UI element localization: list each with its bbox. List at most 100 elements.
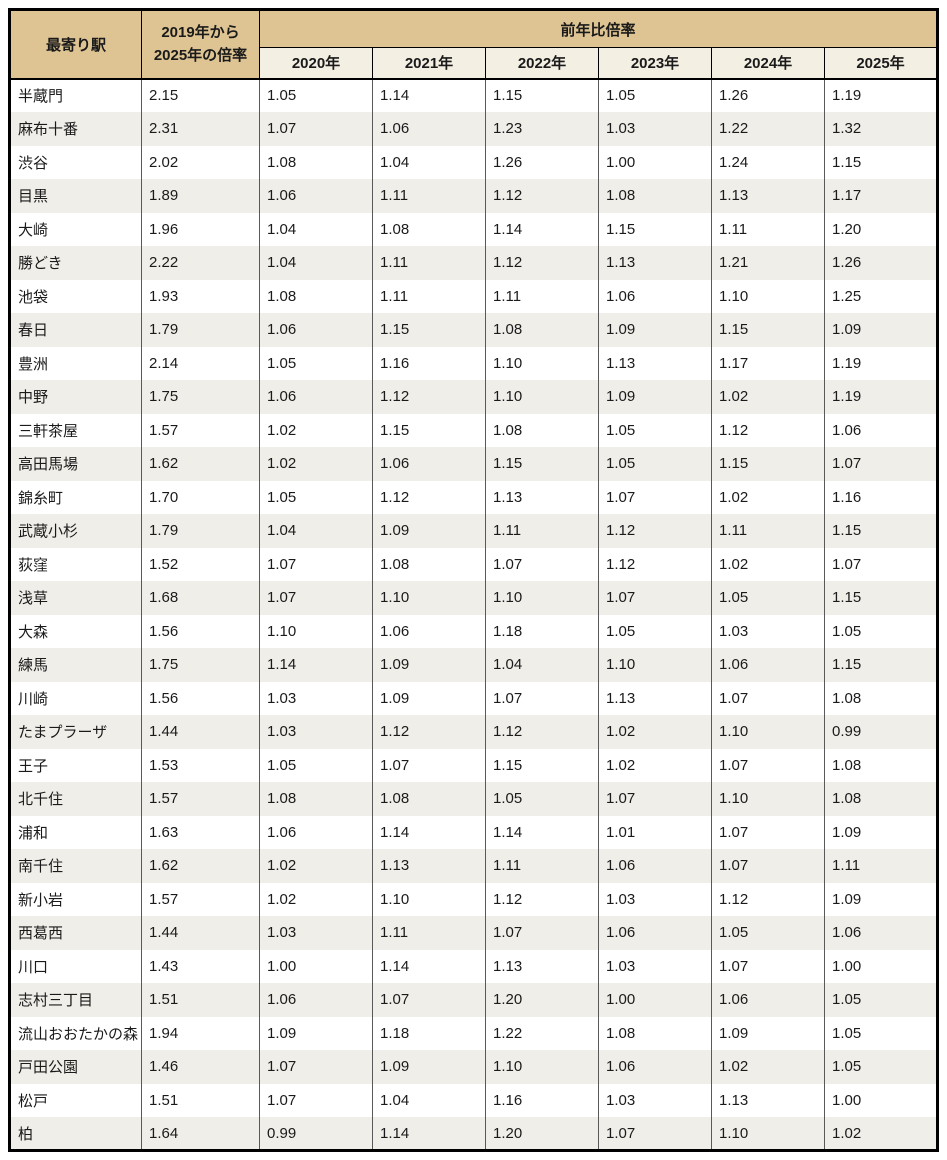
yearly-ratio-cell: 1.05 xyxy=(824,983,938,1017)
yearly-ratio-cell: 1.09 xyxy=(598,313,712,347)
table-row: 武蔵小杉 1.79 1.04 1.09 1.11 1.12 1.11 1.15 xyxy=(9,514,938,548)
header-year-2021: 2021年 xyxy=(372,47,486,80)
yearly-ratio-cell: 1.10 xyxy=(711,715,825,749)
yearly-ratio-cell: 1.06 xyxy=(598,1050,712,1084)
yearly-ratio-cell: 1.15 xyxy=(824,145,938,179)
station-cell: 錦糸町 xyxy=(9,480,142,514)
yearly-ratio-cell: 1.12 xyxy=(372,480,486,514)
yearly-ratio-cell: 1.11 xyxy=(824,849,938,883)
station-cell: 渋谷 xyxy=(9,145,142,179)
overall-ratio-cell: 1.46 xyxy=(141,1050,260,1084)
yearly-ratio-cell: 1.06 xyxy=(372,614,486,648)
overall-ratio-cell: 1.43 xyxy=(141,949,260,983)
yearly-ratio-cell: 1.08 xyxy=(259,145,373,179)
table-row: 北千住 1.57 1.08 1.08 1.05 1.07 1.10 1.08 xyxy=(9,782,938,816)
table-row: 豊洲 2.14 1.05 1.16 1.10 1.13 1.17 1.19 xyxy=(9,346,938,380)
yearly-ratio-cell: 1.16 xyxy=(485,1083,599,1117)
yearly-ratio-cell: 1.04 xyxy=(259,514,373,548)
overall-ratio-cell: 1.57 xyxy=(141,782,260,816)
yearly-ratio-cell: 1.10 xyxy=(485,1050,599,1084)
yearly-ratio-cell: 1.13 xyxy=(598,246,712,280)
yearly-ratio-cell: 1.12 xyxy=(485,715,599,749)
yearly-ratio-cell: 1.14 xyxy=(372,1117,486,1151)
yearly-ratio-cell: 1.07 xyxy=(372,983,486,1017)
overall-ratio-cell: 1.57 xyxy=(141,882,260,916)
overall-ratio-cell: 1.70 xyxy=(141,480,260,514)
overall-ratio-cell: 1.51 xyxy=(141,983,260,1017)
overall-ratio-cell: 2.02 xyxy=(141,145,260,179)
yearly-ratio-cell: 1.03 xyxy=(598,112,712,146)
table-body: 半蔵門 2.15 1.05 1.14 1.15 1.05 1.26 1.19 麻布十番 2.31 1… xyxy=(9,78,938,1151)
yearly-ratio-cell: 1.06 xyxy=(711,648,825,682)
yearly-ratio-cell: 1.02 xyxy=(598,748,712,782)
yearly-ratio-cell: 1.15 xyxy=(824,514,938,548)
yearly-ratio-cell: 1.12 xyxy=(598,514,712,548)
station-cell: 戸田公園 xyxy=(9,1050,142,1084)
yearly-ratio-cell: 1.11 xyxy=(711,212,825,246)
overall-ratio-cell: 1.53 xyxy=(141,748,260,782)
yearly-ratio-cell: 1.18 xyxy=(372,1016,486,1050)
header-year-2025: 2025年 xyxy=(824,47,938,80)
yearly-ratio-cell: 1.22 xyxy=(485,1016,599,1050)
yearly-ratio-cell: 1.03 xyxy=(598,882,712,916)
yearly-ratio-cell: 1.08 xyxy=(824,748,938,782)
yearly-ratio-cell: 1.07 xyxy=(598,480,712,514)
station-cell: 荻窪 xyxy=(9,547,142,581)
yearly-ratio-cell: 1.02 xyxy=(711,547,825,581)
table-row: 戸田公園 1.46 1.07 1.09 1.10 1.06 1.02 1.05 xyxy=(9,1050,938,1084)
station-cell: 柏 xyxy=(9,1117,142,1151)
yearly-ratio-cell: 1.12 xyxy=(485,179,599,213)
yearly-ratio-cell: 1.15 xyxy=(824,581,938,615)
station-cell: 三軒茶屋 xyxy=(9,413,142,447)
yearly-ratio-cell: 1.05 xyxy=(711,581,825,615)
yearly-ratio-cell: 1.26 xyxy=(485,145,599,179)
yearly-ratio-cell: 1.15 xyxy=(485,78,599,112)
yearly-ratio-cell: 1.16 xyxy=(824,480,938,514)
yearly-ratio-cell: 1.03 xyxy=(598,949,712,983)
overall-ratio-cell: 2.14 xyxy=(141,346,260,380)
overall-ratio-cell: 1.56 xyxy=(141,614,260,648)
yearly-ratio-cell: 1.07 xyxy=(259,581,373,615)
table-row: 池袋 1.93 1.08 1.11 1.11 1.06 1.10 1.25 xyxy=(9,279,938,313)
yearly-ratio-cell: 1.10 xyxy=(485,380,599,414)
yearly-ratio-cell: 1.00 xyxy=(598,145,712,179)
station-cell: 半蔵門 xyxy=(9,78,142,112)
overall-ratio-cell: 1.52 xyxy=(141,547,260,581)
yearly-ratio-cell: 1.15 xyxy=(372,413,486,447)
table-row: 三軒茶屋 1.57 1.02 1.15 1.08 1.05 1.12 1.06 xyxy=(9,413,938,447)
yearly-ratio-cell: 1.11 xyxy=(372,179,486,213)
station-cell: 王子 xyxy=(9,748,142,782)
yearly-ratio-cell: 1.13 xyxy=(372,849,486,883)
yearly-ratio-cell: 1.07 xyxy=(259,1050,373,1084)
yearly-ratio-cell: 1.32 xyxy=(824,112,938,146)
yearly-ratio-cell: 1.03 xyxy=(259,681,373,715)
yearly-ratio-cell: 1.14 xyxy=(485,815,599,849)
station-cell: 春日 xyxy=(9,313,142,347)
yearly-ratio-cell: 1.15 xyxy=(485,447,599,481)
table-row: 大森 1.56 1.10 1.06 1.18 1.05 1.03 1.05 xyxy=(9,614,938,648)
yearly-ratio-cell: 0.99 xyxy=(824,715,938,749)
yearly-ratio-cell: 1.02 xyxy=(824,1117,938,1151)
yearly-ratio-cell: 1.08 xyxy=(372,212,486,246)
yearly-ratio-cell: 1.10 xyxy=(711,782,825,816)
yearly-ratio-cell: 1.20 xyxy=(485,1117,599,1151)
yearly-ratio-cell: 1.13 xyxy=(711,1083,825,1117)
overall-ratio-cell: 1.44 xyxy=(141,916,260,950)
yearly-ratio-cell: 1.04 xyxy=(485,648,599,682)
yearly-ratio-cell: 1.06 xyxy=(259,313,373,347)
yearly-ratio-cell: 1.10 xyxy=(711,1117,825,1151)
station-cell: 大崎 xyxy=(9,212,142,246)
yearly-ratio-cell: 1.08 xyxy=(372,782,486,816)
yearly-ratio-cell: 1.07 xyxy=(824,547,938,581)
yearly-ratio-cell: 1.05 xyxy=(824,614,938,648)
yearly-ratio-cell: 1.07 xyxy=(711,815,825,849)
yearly-ratio-cell: 1.11 xyxy=(372,916,486,950)
yearly-ratio-cell: 1.06 xyxy=(598,916,712,950)
station-cell: 中野 xyxy=(9,380,142,414)
yearly-ratio-cell: 1.11 xyxy=(485,514,599,548)
yearly-ratio-cell: 1.02 xyxy=(711,380,825,414)
yearly-ratio-cell: 1.06 xyxy=(824,413,938,447)
yearly-ratio-cell: 1.09 xyxy=(824,815,938,849)
overall-ratio-cell: 1.93 xyxy=(141,279,260,313)
